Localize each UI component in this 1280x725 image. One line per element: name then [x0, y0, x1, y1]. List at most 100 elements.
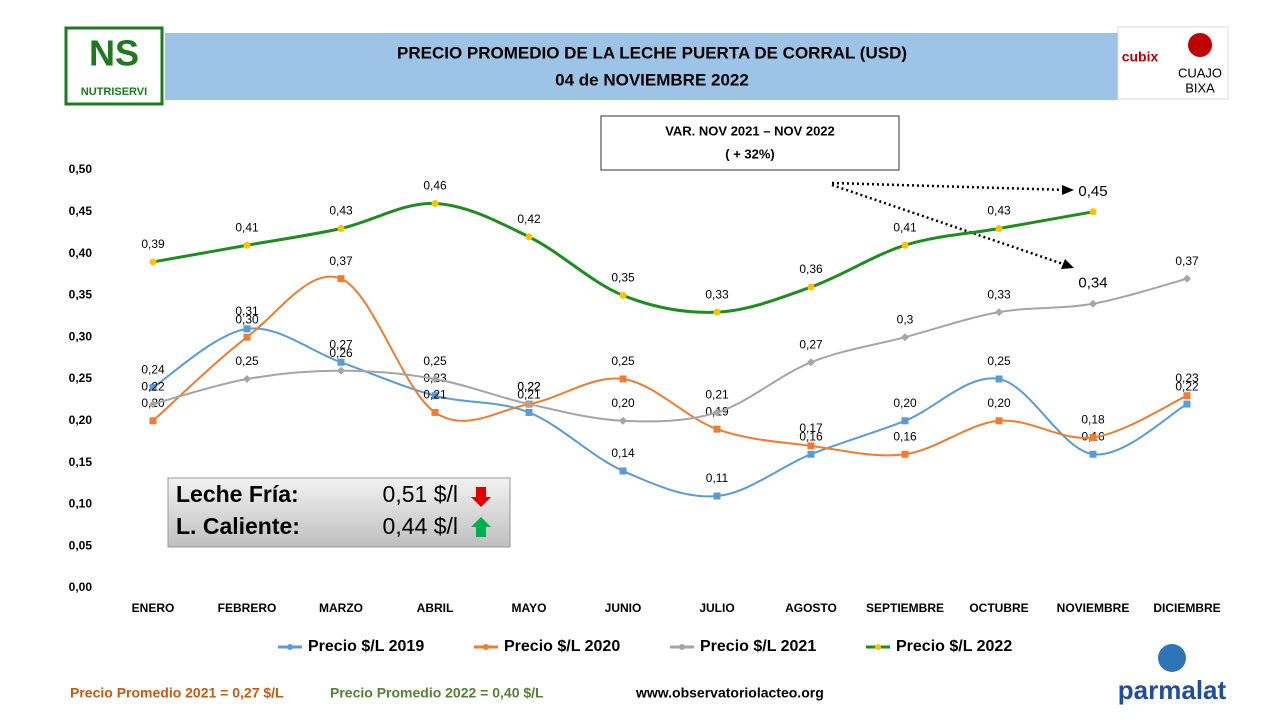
x-tick-label: AGOSTO: [785, 601, 837, 615]
marker: [901, 241, 909, 249]
data-label: 0,46: [423, 179, 447, 193]
legend-label: Precio $/L 2021: [700, 638, 816, 655]
y-tick-label: 0,45: [69, 204, 93, 218]
data-label: 0,41: [893, 220, 917, 234]
y-tick-label: 0,35: [69, 288, 93, 302]
data-label: 0,20: [611, 396, 635, 410]
data-label: 0,3: [897, 312, 914, 326]
data-label: 0,20: [987, 396, 1011, 410]
info-label: Leche Fría:: [176, 481, 299, 507]
marker: [995, 375, 1003, 383]
legend-marker: [679, 644, 685, 650]
x-tick-label: FEBRERO: [218, 601, 277, 615]
y-tick-label: 0,30: [69, 329, 93, 343]
x-tick-label: ABRIL: [417, 601, 454, 615]
logo-text: NS: [89, 33, 139, 74]
data-label: 0,21: [517, 388, 541, 402]
plot: 0,00 0,05 0,10 0,15 0,20 0,25 0,30 0,35 0,40 0,45…: [69, 162, 1221, 655]
logo-text: CUAJO: [1178, 65, 1222, 80]
arrowhead: [1061, 259, 1074, 269]
marker: [525, 400, 533, 409]
marker: [713, 425, 721, 433]
data-label: 0,22: [141, 379, 165, 393]
marker: [901, 333, 909, 342]
chart-title: PRECIO PROMEDIO DE LA LECHE PUERTA DE CO…: [397, 43, 907, 62]
marker: [807, 450, 815, 458]
data-label: 0,26: [329, 346, 353, 360]
data-label: 0,31: [235, 304, 259, 318]
x-tick-label: JULIO: [699, 601, 734, 615]
marker: [901, 450, 909, 458]
series-line: [152, 327, 1188, 498]
data-label: 0,22: [517, 379, 541, 393]
arrow-up: [471, 517, 491, 537]
marker: [337, 225, 345, 233]
legend-label: Precio $/L 2020: [504, 638, 620, 655]
marker: [431, 375, 439, 383]
marker: [619, 291, 627, 299]
marker: [243, 375, 251, 383]
marker: [1183, 392, 1191, 400]
y-tick-label: 0,50: [69, 162, 93, 176]
legend-marker: [483, 644, 489, 650]
marker: [243, 241, 251, 249]
data-label: 0,42: [517, 212, 541, 226]
arrow: [831, 183, 1067, 267]
x-tick-label: MAYO: [512, 601, 547, 615]
data-label: 0,21: [705, 388, 729, 402]
y-tick-label: 0,05: [69, 538, 93, 552]
marker: [337, 366, 345, 375]
x-tick-label: ENERO: [132, 601, 175, 615]
marker: [337, 275, 345, 283]
data-label: 0,23: [1175, 371, 1199, 385]
variation-text: VAR. NOV 2021 – NOV 2022: [665, 123, 835, 138]
x-tick-label: OCTUBRE: [969, 601, 1028, 615]
marker: [995, 308, 1003, 317]
data-label: 0,25: [423, 354, 447, 368]
marker: [995, 225, 1003, 233]
variation-box: [600, 115, 900, 171]
data-label: 0,25: [235, 354, 259, 368]
footer-text: Precio Promedio 2022 = 0,40 $/L: [330, 685, 544, 701]
data-label: 0,37: [1175, 254, 1199, 268]
marker: [807, 442, 815, 450]
marker: [995, 417, 1003, 425]
logo-text: cubix: [1122, 49, 1159, 65]
legend-label: Precio $/L 2022: [896, 638, 1012, 655]
data-label: 0,43: [329, 204, 353, 218]
data-label: 0,25: [987, 354, 1011, 368]
marker: [1183, 400, 1191, 408]
data-label: 0,27: [329, 337, 353, 351]
x-tick-label: MARZO: [319, 601, 363, 615]
arrow-down: [471, 487, 491, 507]
marker: [901, 417, 909, 425]
marker: [149, 417, 157, 425]
data-label: 0,24: [141, 363, 165, 377]
y-tick-label: 0,15: [69, 455, 93, 469]
data-label: 0,20: [893, 396, 917, 410]
data-label: 0,27: [799, 337, 823, 351]
data-label: 0,33: [987, 287, 1011, 301]
y-tick-label: 0,00: [69, 580, 93, 594]
marker: [619, 375, 627, 383]
info-value: 0,51 $/l: [383, 481, 458, 507]
arrowhead: [1062, 185, 1074, 195]
logo-text: BIXA: [1185, 80, 1215, 95]
data-label: 0,45: [1078, 183, 1107, 200]
series-line: [152, 277, 1188, 423]
legend-label: Precio $/L 2019: [308, 638, 424, 655]
data-label: 0,22: [517, 379, 541, 393]
data-label: 0,11: [706, 471, 729, 485]
marker: [619, 467, 627, 475]
data-label: 0,14: [611, 446, 635, 460]
footer-text: Precio Promedio 2021 = 0,27 $/L: [70, 685, 284, 701]
marker: [713, 408, 721, 417]
marker: [713, 308, 721, 316]
data-label: 0,25: [611, 354, 635, 368]
logo-icon: [1188, 33, 1212, 57]
marker: [525, 408, 533, 416]
data-label: 0,36: [799, 262, 823, 276]
x-tick-label: DICIEMBRE: [1153, 601, 1220, 615]
marker: [337, 358, 345, 366]
